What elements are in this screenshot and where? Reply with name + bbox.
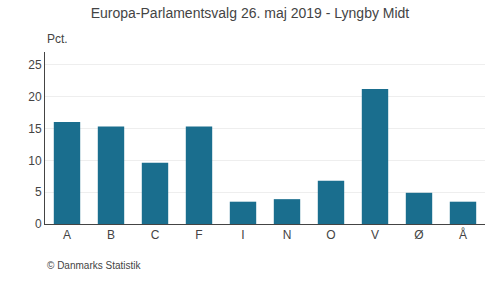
svg-text:© Danmarks Statistik: © Danmarks Statistik xyxy=(47,260,142,271)
svg-text:Ø: Ø xyxy=(414,228,423,242)
svg-text:5: 5 xyxy=(35,185,42,199)
svg-text:N: N xyxy=(283,228,292,242)
svg-text:Pct.: Pct. xyxy=(47,32,68,46)
svg-text:F: F xyxy=(195,228,202,242)
svg-text:A: A xyxy=(63,228,71,242)
svg-text:15: 15 xyxy=(28,122,42,136)
svg-text:10: 10 xyxy=(28,154,42,168)
svg-text:20: 20 xyxy=(28,90,42,104)
svg-text:Europa-Parlamentsvalg 26. maj: Europa-Parlamentsvalg 26. maj 2019 - Lyn… xyxy=(91,5,410,21)
svg-text:I: I xyxy=(241,228,244,242)
svg-text:B: B xyxy=(107,228,115,242)
svg-text:0: 0 xyxy=(35,217,42,231)
svg-text:V: V xyxy=(371,228,379,242)
svg-text:C: C xyxy=(151,228,160,242)
svg-text:O: O xyxy=(326,228,335,242)
svg-text:25: 25 xyxy=(28,58,42,72)
svg-text:Å: Å xyxy=(459,227,467,242)
